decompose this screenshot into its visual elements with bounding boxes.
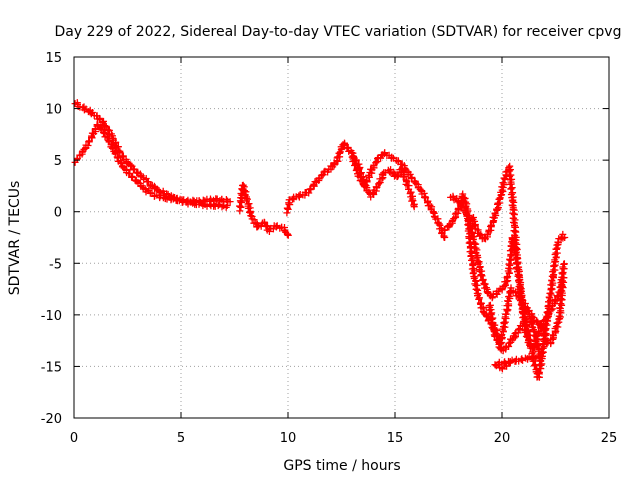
data-point-markers — [438, 190, 568, 351]
y-tick-label: -20 — [41, 412, 62, 427]
data-point-markers — [71, 121, 234, 206]
data-points — [71, 99, 569, 381]
y-tick-label: 10 — [45, 103, 62, 118]
x-tick-labels: 0 5 10 15 20 25 — [70, 431, 617, 446]
data-point-markers — [283, 139, 418, 217]
x-tick-label: 5 — [177, 431, 185, 446]
y-tick-label: 0 — [54, 206, 62, 221]
plot-frame — [73, 56, 610, 419]
x-tick-label: 25 — [601, 431, 618, 446]
series-track-i — [485, 301, 545, 373]
data-point-markers — [71, 99, 231, 211]
axis-ticks — [73, 56, 610, 419]
x-tick-label: 15 — [387, 431, 404, 446]
x-tick-label: 0 — [70, 431, 78, 446]
y-tick-label: -10 — [41, 309, 62, 324]
series-track-a — [71, 99, 231, 211]
chart-title: Day 229 of 2022, Sidereal Day-to-day VTE… — [55, 24, 622, 40]
grid-lines — [74, 57, 609, 418]
series-track-g — [438, 190, 568, 351]
y-tick-labels: -20 -15 -10 -5 0 5 10 15 — [41, 51, 62, 427]
data-point-markers — [236, 181, 292, 239]
data-point-markers — [485, 301, 545, 373]
y-axis-label: SDTVAR / TECUs — [7, 181, 23, 296]
series-track-c — [236, 181, 292, 239]
x-axis-label: GPS time / hours — [283, 458, 400, 474]
x-tick-label: 20 — [494, 431, 511, 446]
series-track-e — [348, 149, 449, 241]
series-track-b — [71, 121, 234, 206]
x-tick-label: 10 — [280, 431, 297, 446]
y-tick-label: 5 — [54, 154, 62, 169]
series-track-d — [283, 139, 418, 217]
y-tick-label: -15 — [41, 360, 62, 375]
y-tick-label: 15 — [45, 51, 62, 66]
data-point-markers — [348, 149, 449, 241]
y-tick-label: -5 — [49, 257, 62, 272]
